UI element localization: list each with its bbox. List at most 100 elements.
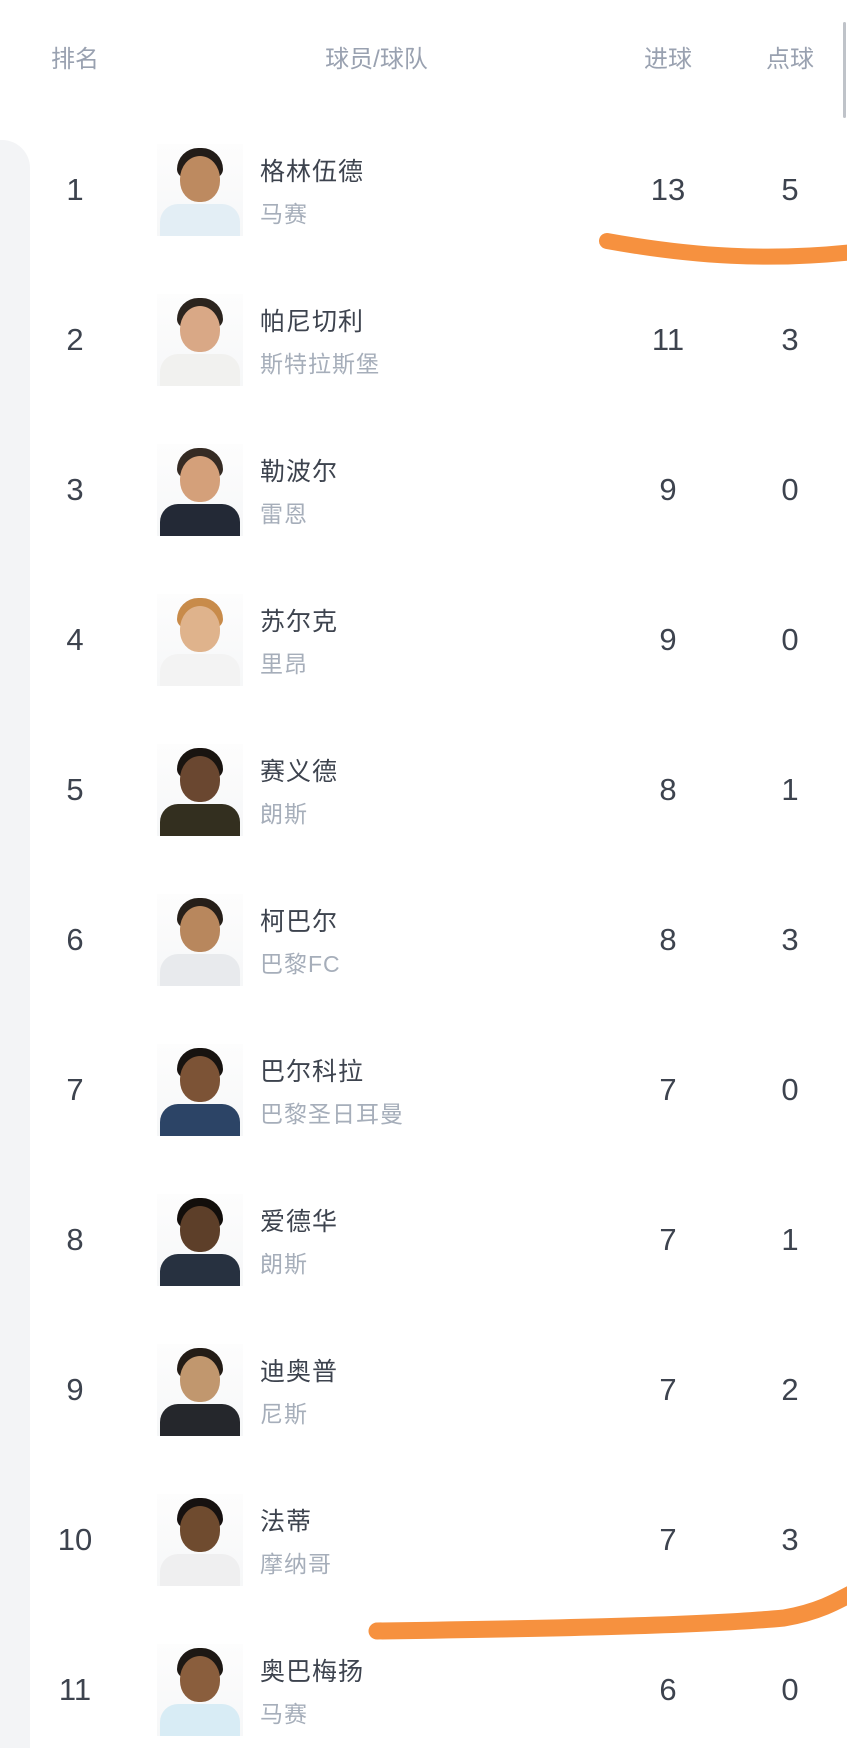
goals-value: 9 [659,472,677,507]
player-team: 里昂 [260,650,308,677]
avatar-jersey [160,204,240,236]
table-row[interactable]: 3 勒波尔 雷恩 9 0 [0,415,847,565]
penalties-value: 2 [781,1372,799,1407]
player-cell: 爱德华 朗斯 [250,1202,603,1279]
avatar-jersey [160,954,240,986]
rank-value: 5 [66,772,84,807]
player-team: 摩纳哥 [260,1550,332,1577]
table-row[interactable]: 11 奥巴梅扬 马赛 6 0 [0,1615,847,1748]
goals-value: 11 [651,322,685,357]
player-photo [157,144,243,236]
penalties-value: 3 [781,322,799,357]
player-photo [157,294,243,386]
player-team: 巴黎圣日耳曼 [260,1100,404,1127]
table-row[interactable]: 2 帕尼切利 斯特拉斯堡 11 3 [0,265,847,415]
table-header: 排名 球员/球队 进球 点球 [0,30,847,82]
player-name: 格林伍德 [260,157,365,186]
player-name: 迪奥普 [260,1357,339,1386]
player-photo [157,894,243,986]
rank-value: 2 [66,322,84,357]
avatar-jersey [160,1404,240,1436]
adjacent-panel-edge [0,140,30,1748]
table-row[interactable]: 8 爱德华 朗斯 7 1 [0,1165,847,1315]
penalties-value: 3 [781,922,799,957]
player-photo [157,1194,243,1286]
table-row[interactable]: 5 赛义德 朗斯 8 1 [0,715,847,865]
avatar-jersey [160,1254,240,1286]
player-team: 朗斯 [260,1250,308,1277]
player-cell: 赛义德 朗斯 [250,752,603,829]
player-cell: 苏尔克 里昂 [250,602,603,679]
rank-value: 7 [66,1072,84,1107]
penalties-value: 0 [781,1672,799,1707]
avatar-face [180,906,220,952]
player-photo [157,444,243,536]
table-row[interactable]: 1 格林伍德 马赛 13 5 [0,115,847,265]
header-player: 球员/球队 [325,45,428,73]
penalties-value: 1 [781,1222,799,1257]
avatar-jersey [160,804,240,836]
player-team: 马赛 [260,200,308,227]
player-photo [157,1044,243,1136]
avatar-jersey [160,1704,240,1736]
scrollbar-thumb[interactable] [843,22,846,118]
avatar-face [180,1206,220,1252]
table-row[interactable]: 6 柯巴尔 巴黎FC 8 3 [0,865,847,1015]
avatar-jersey [160,1554,240,1586]
player-cell: 法蒂 摩纳哥 [250,1502,603,1579]
goals-value: 9 [659,622,677,657]
header-rank: 排名 [51,45,99,73]
avatar-jersey [160,654,240,686]
player-cell: 巴尔科拉 巴黎圣日耳曼 [250,1052,603,1129]
goals-value: 7 [659,1522,677,1557]
avatar-face [180,1356,220,1402]
player-name: 法蒂 [260,1507,313,1536]
rank-value: 9 [66,1372,84,1407]
avatar-face [180,1506,220,1552]
penalties-value: 5 [781,172,799,207]
avatar-face [180,456,220,502]
player-photo [157,744,243,836]
scorer-list: 1 格林伍德 马赛 13 5 2 帕尼切利 斯特拉斯堡 11 3 3 勒波尔 雷… [0,115,847,1748]
avatar-jersey [160,504,240,536]
penalties-value: 0 [781,1072,799,1107]
avatar-jersey [160,354,240,386]
player-cell: 帕尼切利 斯特拉斯堡 [250,302,603,379]
player-team: 尼斯 [260,1400,308,1427]
penalties-value: 0 [781,472,799,507]
table-row[interactable]: 9 迪奥普 尼斯 7 2 [0,1315,847,1465]
player-photo [157,1344,243,1436]
penalties-value: 3 [781,1522,799,1557]
goals-value: 8 [659,922,677,957]
goals-value: 8 [659,772,677,807]
player-name: 赛义德 [260,757,339,786]
avatar-face [180,756,220,802]
player-cell: 格林伍德 马赛 [250,152,603,229]
player-team: 巴黎FC [260,950,341,977]
table-row[interactable]: 10 法蒂 摩纳哥 7 3 [0,1465,847,1615]
rank-value: 8 [66,1222,84,1257]
avatar-face [180,306,220,352]
penalties-value: 0 [781,622,799,657]
header-penalties: 点球 [766,45,814,73]
penalties-value: 1 [781,772,799,807]
player-name: 柯巴尔 [260,907,339,936]
player-cell: 勒波尔 雷恩 [250,452,603,529]
player-team: 马赛 [260,1700,308,1727]
rank-value: 1 [66,172,84,207]
header-goals: 进球 [644,45,692,73]
goals-value: 7 [659,1072,677,1107]
avatar-face [180,1056,220,1102]
table-row[interactable]: 7 巴尔科拉 巴黎圣日耳曼 7 0 [0,1015,847,1165]
rank-value: 3 [66,472,84,507]
avatar-face [180,606,220,652]
player-name: 巴尔科拉 [260,1057,365,1086]
rank-value: 10 [57,1522,93,1557]
avatar-face [180,1656,220,1702]
player-cell: 柯巴尔 巴黎FC [250,902,603,979]
table-row[interactable]: 4 苏尔克 里昂 9 0 [0,565,847,715]
rank-value: 11 [58,1672,92,1707]
player-team: 雷恩 [260,500,308,527]
player-photo [157,1644,243,1736]
avatar-face [180,156,220,202]
